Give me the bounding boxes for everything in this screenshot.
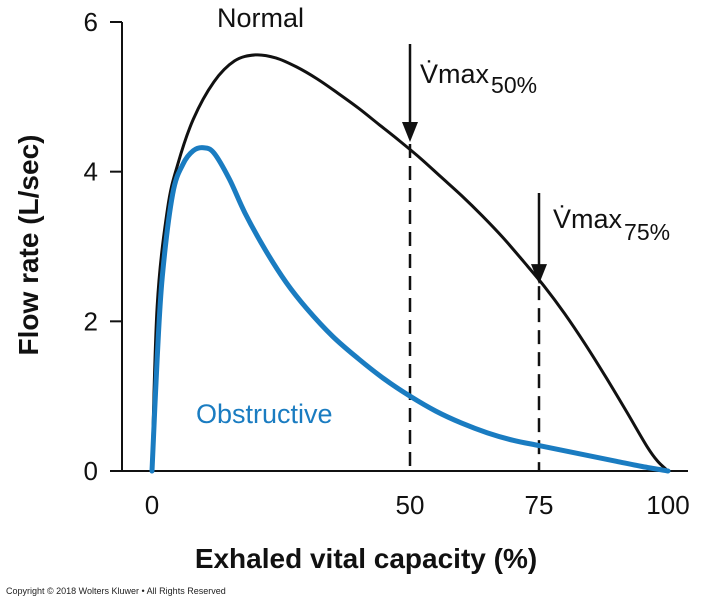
vmax-arrow-head	[531, 264, 547, 285]
obstructive-curve	[149, 145, 671, 474]
obstructive-label: Obstructive	[196, 399, 333, 429]
y-tick-label: 4	[84, 157, 98, 187]
y-tick-label: 2	[84, 306, 98, 336]
x-axis-title: Exhaled vital capacity (%)	[195, 543, 537, 574]
copyright-notice: Copyright © 2018 Wolters Kluwer • All Ri…	[6, 586, 226, 596]
x-tick-label: 50	[396, 490, 425, 520]
curves	[149, 53, 671, 474]
vmax75-label: V̇max75%	[553, 204, 670, 245]
normal-label: Normal	[217, 3, 304, 33]
x-tick-label: 0	[145, 490, 159, 520]
y-axis-title: Flow rate (L/sec)	[13, 135, 44, 356]
vmax-arrow-head	[402, 121, 418, 142]
vmax50-label: V̇max50%	[420, 59, 537, 98]
y-tick-label: 6	[84, 7, 98, 37]
normal-curve	[150, 53, 670, 473]
y-ticks: 0 2 4 6	[84, 7, 122, 486]
x-ticks: 0 50 75 100	[145, 490, 690, 520]
y-tick-label: 0	[84, 456, 98, 486]
markers	[402, 44, 547, 471]
x-tick-label: 100	[646, 490, 689, 520]
x-tick-label: 75	[525, 490, 554, 520]
